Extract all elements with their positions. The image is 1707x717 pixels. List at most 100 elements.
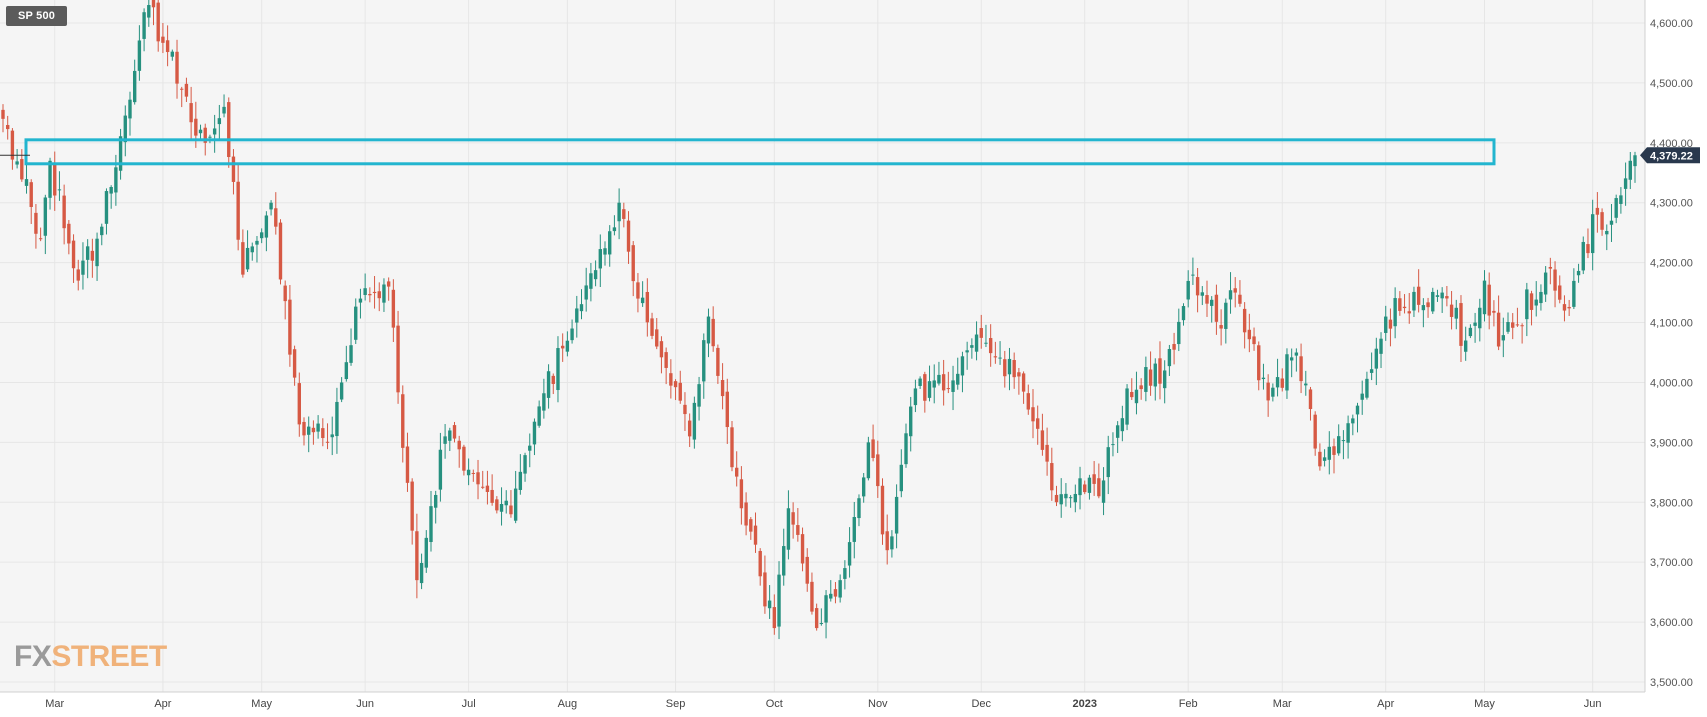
candle <box>1558 275 1562 304</box>
candle <box>1407 293 1411 324</box>
candle-body <box>1402 306 1407 309</box>
candle <box>1567 299 1571 316</box>
candle-body <box>706 316 711 344</box>
candle <box>499 487 504 526</box>
candle <box>1134 371 1139 415</box>
candle <box>495 496 499 514</box>
candle <box>1515 307 1520 327</box>
candle <box>767 585 772 619</box>
candle <box>1529 290 1534 326</box>
candle <box>725 378 729 444</box>
candle-body <box>90 250 95 261</box>
candle <box>1092 461 1096 496</box>
candle <box>466 458 471 486</box>
candle <box>1130 378 1134 400</box>
candle-body <box>640 297 645 304</box>
last-price-marker: 4,379.22 <box>0 147 1700 164</box>
candle <box>1238 280 1242 307</box>
candle <box>970 338 974 359</box>
candle-body <box>321 428 325 439</box>
candle-body <box>401 394 405 448</box>
candle-body <box>208 136 212 138</box>
candle <box>664 347 668 385</box>
x-tick-label: Jul <box>462 698 476 710</box>
candle-body <box>128 99 132 119</box>
candle-body <box>358 298 363 303</box>
candle <box>1384 305 1388 341</box>
candle <box>1605 224 1609 251</box>
candle-body <box>523 455 527 474</box>
candle-body <box>1134 389 1139 404</box>
candle-body <box>288 299 292 355</box>
candle-body <box>1318 451 1322 467</box>
candle-body <box>311 427 316 433</box>
candle <box>485 470 490 505</box>
candle <box>556 336 560 403</box>
candle-body <box>1148 369 1153 386</box>
candle <box>720 363 725 410</box>
candle-body <box>1186 280 1190 300</box>
candle-body <box>292 349 297 378</box>
candle <box>1562 295 1567 322</box>
candle-body <box>782 546 786 576</box>
x-tick-label: Feb <box>1179 698 1198 710</box>
candle <box>974 321 979 361</box>
candle <box>29 179 33 224</box>
plot-background <box>0 0 1645 692</box>
candle-body <box>1158 358 1162 384</box>
y-tick-label: 3,900.00 <box>1650 437 1693 449</box>
candle <box>866 436 871 481</box>
candle-body <box>730 427 734 468</box>
candle <box>988 324 993 367</box>
candle-body <box>85 246 90 260</box>
candle-body <box>278 222 283 280</box>
resistance-zone-box <box>24 138 1496 166</box>
candle-body <box>448 430 452 441</box>
candle <box>90 238 95 278</box>
candle-body <box>1275 377 1280 388</box>
candle <box>1205 280 1209 317</box>
candle-body <box>259 232 264 239</box>
candle <box>410 478 414 545</box>
candle <box>753 512 758 553</box>
candle-body <box>1435 295 1440 297</box>
candle <box>946 371 951 394</box>
candle <box>645 278 650 337</box>
candle-body <box>951 380 955 392</box>
candle-body <box>1036 418 1040 429</box>
candle-body <box>132 70 137 103</box>
candle <box>1374 337 1379 386</box>
candle <box>640 281 645 307</box>
candle <box>913 379 918 413</box>
candle-body <box>584 285 588 300</box>
candle <box>589 263 593 302</box>
candle-body <box>1511 322 1515 328</box>
candle-body <box>1501 335 1506 341</box>
candle-body <box>1266 382 1270 401</box>
candle-body <box>1050 463 1054 491</box>
candle-body <box>38 238 43 240</box>
candle <box>1496 295 1501 351</box>
candle-body <box>1341 440 1346 442</box>
candle <box>1177 308 1181 352</box>
last-price-tag <box>1640 147 1700 164</box>
candle-body <box>1553 269 1557 291</box>
candle <box>1144 356 1148 402</box>
candle <box>843 560 847 590</box>
candle <box>292 345 297 386</box>
candle <box>1266 374 1270 417</box>
candle-body <box>109 187 113 194</box>
candle-body <box>946 388 951 390</box>
candle <box>706 308 711 358</box>
candle <box>288 284 292 367</box>
candle <box>1445 286 1449 307</box>
candle-body <box>598 249 602 269</box>
candle <box>1007 347 1012 391</box>
candle-body <box>34 212 38 234</box>
candle-body <box>1525 289 1529 320</box>
candle <box>1045 427 1049 476</box>
candle <box>993 341 998 364</box>
candle-body <box>1605 230 1609 235</box>
candle-body <box>1431 291 1435 312</box>
y-tick-label: 3,800.00 <box>1650 497 1693 509</box>
